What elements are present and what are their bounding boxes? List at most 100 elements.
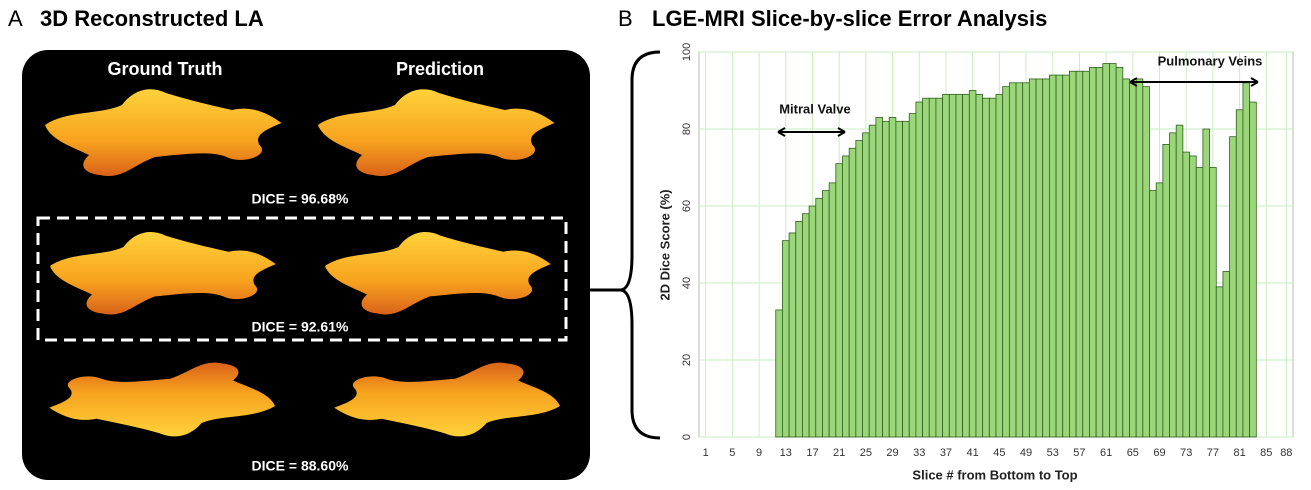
x-tick-label: 77 [1207, 447, 1219, 459]
bar [782, 240, 790, 438]
bar [922, 97, 930, 438]
y-tick-label: 80 [681, 123, 693, 135]
bar [955, 93, 964, 438]
y-tick-label: 100 [681, 43, 693, 61]
bar [948, 93, 957, 438]
bar [1235, 109, 1244, 438]
dice-label: DICE = 96.68% [252, 191, 349, 207]
bar [1008, 82, 1017, 438]
bar [835, 163, 843, 438]
bar [1129, 82, 1137, 438]
bar [1115, 67, 1124, 438]
bar [1142, 86, 1150, 438]
y-tick-label: 20 [681, 354, 693, 366]
bar [1249, 101, 1257, 438]
bar [1182, 151, 1190, 438]
bar [1042, 78, 1050, 438]
bar [942, 93, 950, 438]
bar [775, 309, 783, 438]
panel-title: 3D Reconstructed LA [40, 6, 264, 31]
panel-letter: B [618, 6, 633, 31]
bar [808, 205, 817, 438]
bar [1062, 74, 1070, 438]
bar [848, 147, 857, 438]
bar [1122, 78, 1130, 438]
bar [1195, 167, 1204, 438]
x-tick-label: 13 [780, 447, 792, 459]
x-tick-label: 61 [1100, 447, 1112, 459]
bar [855, 140, 863, 438]
bar [828, 182, 837, 438]
plot: 0 20 40 60 80 100 1 5 9 13 17 21 25 29 33 37 41 45 49 53 57 6… [681, 43, 1293, 459]
bar [1135, 78, 1144, 438]
bar [1035, 78, 1044, 438]
bar [915, 101, 923, 438]
bar [1022, 82, 1030, 438]
bar [908, 113, 917, 438]
bar [982, 97, 990, 438]
x-axis-label: Slice # from Bottom to Top [912, 467, 1077, 482]
x-tick-label: 25 [860, 447, 872, 459]
bar [1082, 70, 1090, 438]
x-tick-label: 9 [756, 447, 762, 459]
y-tick-label: 40 [681, 277, 693, 289]
bar [1109, 63, 1117, 438]
bar [1028, 78, 1037, 438]
bar [882, 120, 890, 438]
annotation-arrow [1129, 77, 1259, 87]
bar [962, 93, 970, 438]
bar [1155, 182, 1164, 438]
bar [842, 155, 850, 438]
bar [1089, 67, 1097, 438]
x-tick-label: 88 [1280, 447, 1292, 459]
bar [1242, 82, 1251, 438]
bar [995, 93, 1004, 438]
bar [968, 90, 977, 438]
x-tick-label: 53 [1047, 447, 1059, 459]
y-axis-label: 2D Dice Score (%) [657, 189, 672, 300]
bar [935, 97, 944, 438]
bar [822, 190, 830, 438]
x-tick-label: 21 [833, 447, 845, 459]
y-tick-label: 0 [681, 434, 693, 440]
bar [988, 97, 997, 438]
bar [795, 220, 803, 438]
bar [1002, 86, 1010, 438]
bar [1048, 74, 1057, 438]
annotation-arrow [777, 127, 846, 137]
bar [1209, 167, 1217, 438]
bar [895, 120, 903, 438]
bar [1095, 67, 1104, 438]
brace [619, 50, 661, 440]
panel-letter: A [8, 6, 23, 31]
bar [815, 197, 823, 438]
bar [1169, 132, 1177, 438]
x-tick-label: 1 [703, 447, 709, 459]
x-tick-label: 29 [886, 447, 898, 459]
bar [975, 93, 984, 438]
x-tick-label: 69 [1153, 447, 1165, 459]
x-tick-label: 17 [806, 447, 818, 459]
x-tick-label: 33 [913, 447, 925, 459]
bar [862, 132, 870, 438]
bar [1162, 143, 1170, 438]
bar [902, 120, 910, 438]
bar [888, 117, 897, 438]
dice-label: DICE = 92.61% [252, 319, 349, 335]
bar [1069, 70, 1077, 438]
x-tick-label: 45 [993, 447, 1005, 459]
column-label: Ground Truth [108, 59, 223, 79]
bar [875, 117, 883, 438]
bar [1102, 63, 1110, 438]
bar [1189, 155, 1197, 438]
x-tick-label: 85 [1260, 447, 1272, 459]
bar [1229, 136, 1237, 438]
x-tick-label: 73 [1180, 447, 1192, 459]
highlight-box [36, 216, 568, 342]
bar [928, 97, 937, 438]
x-tick-label: 37 [940, 447, 952, 459]
bar [868, 124, 877, 438]
render-panel [22, 50, 590, 480]
x-tick-label: 49 [1020, 447, 1032, 459]
